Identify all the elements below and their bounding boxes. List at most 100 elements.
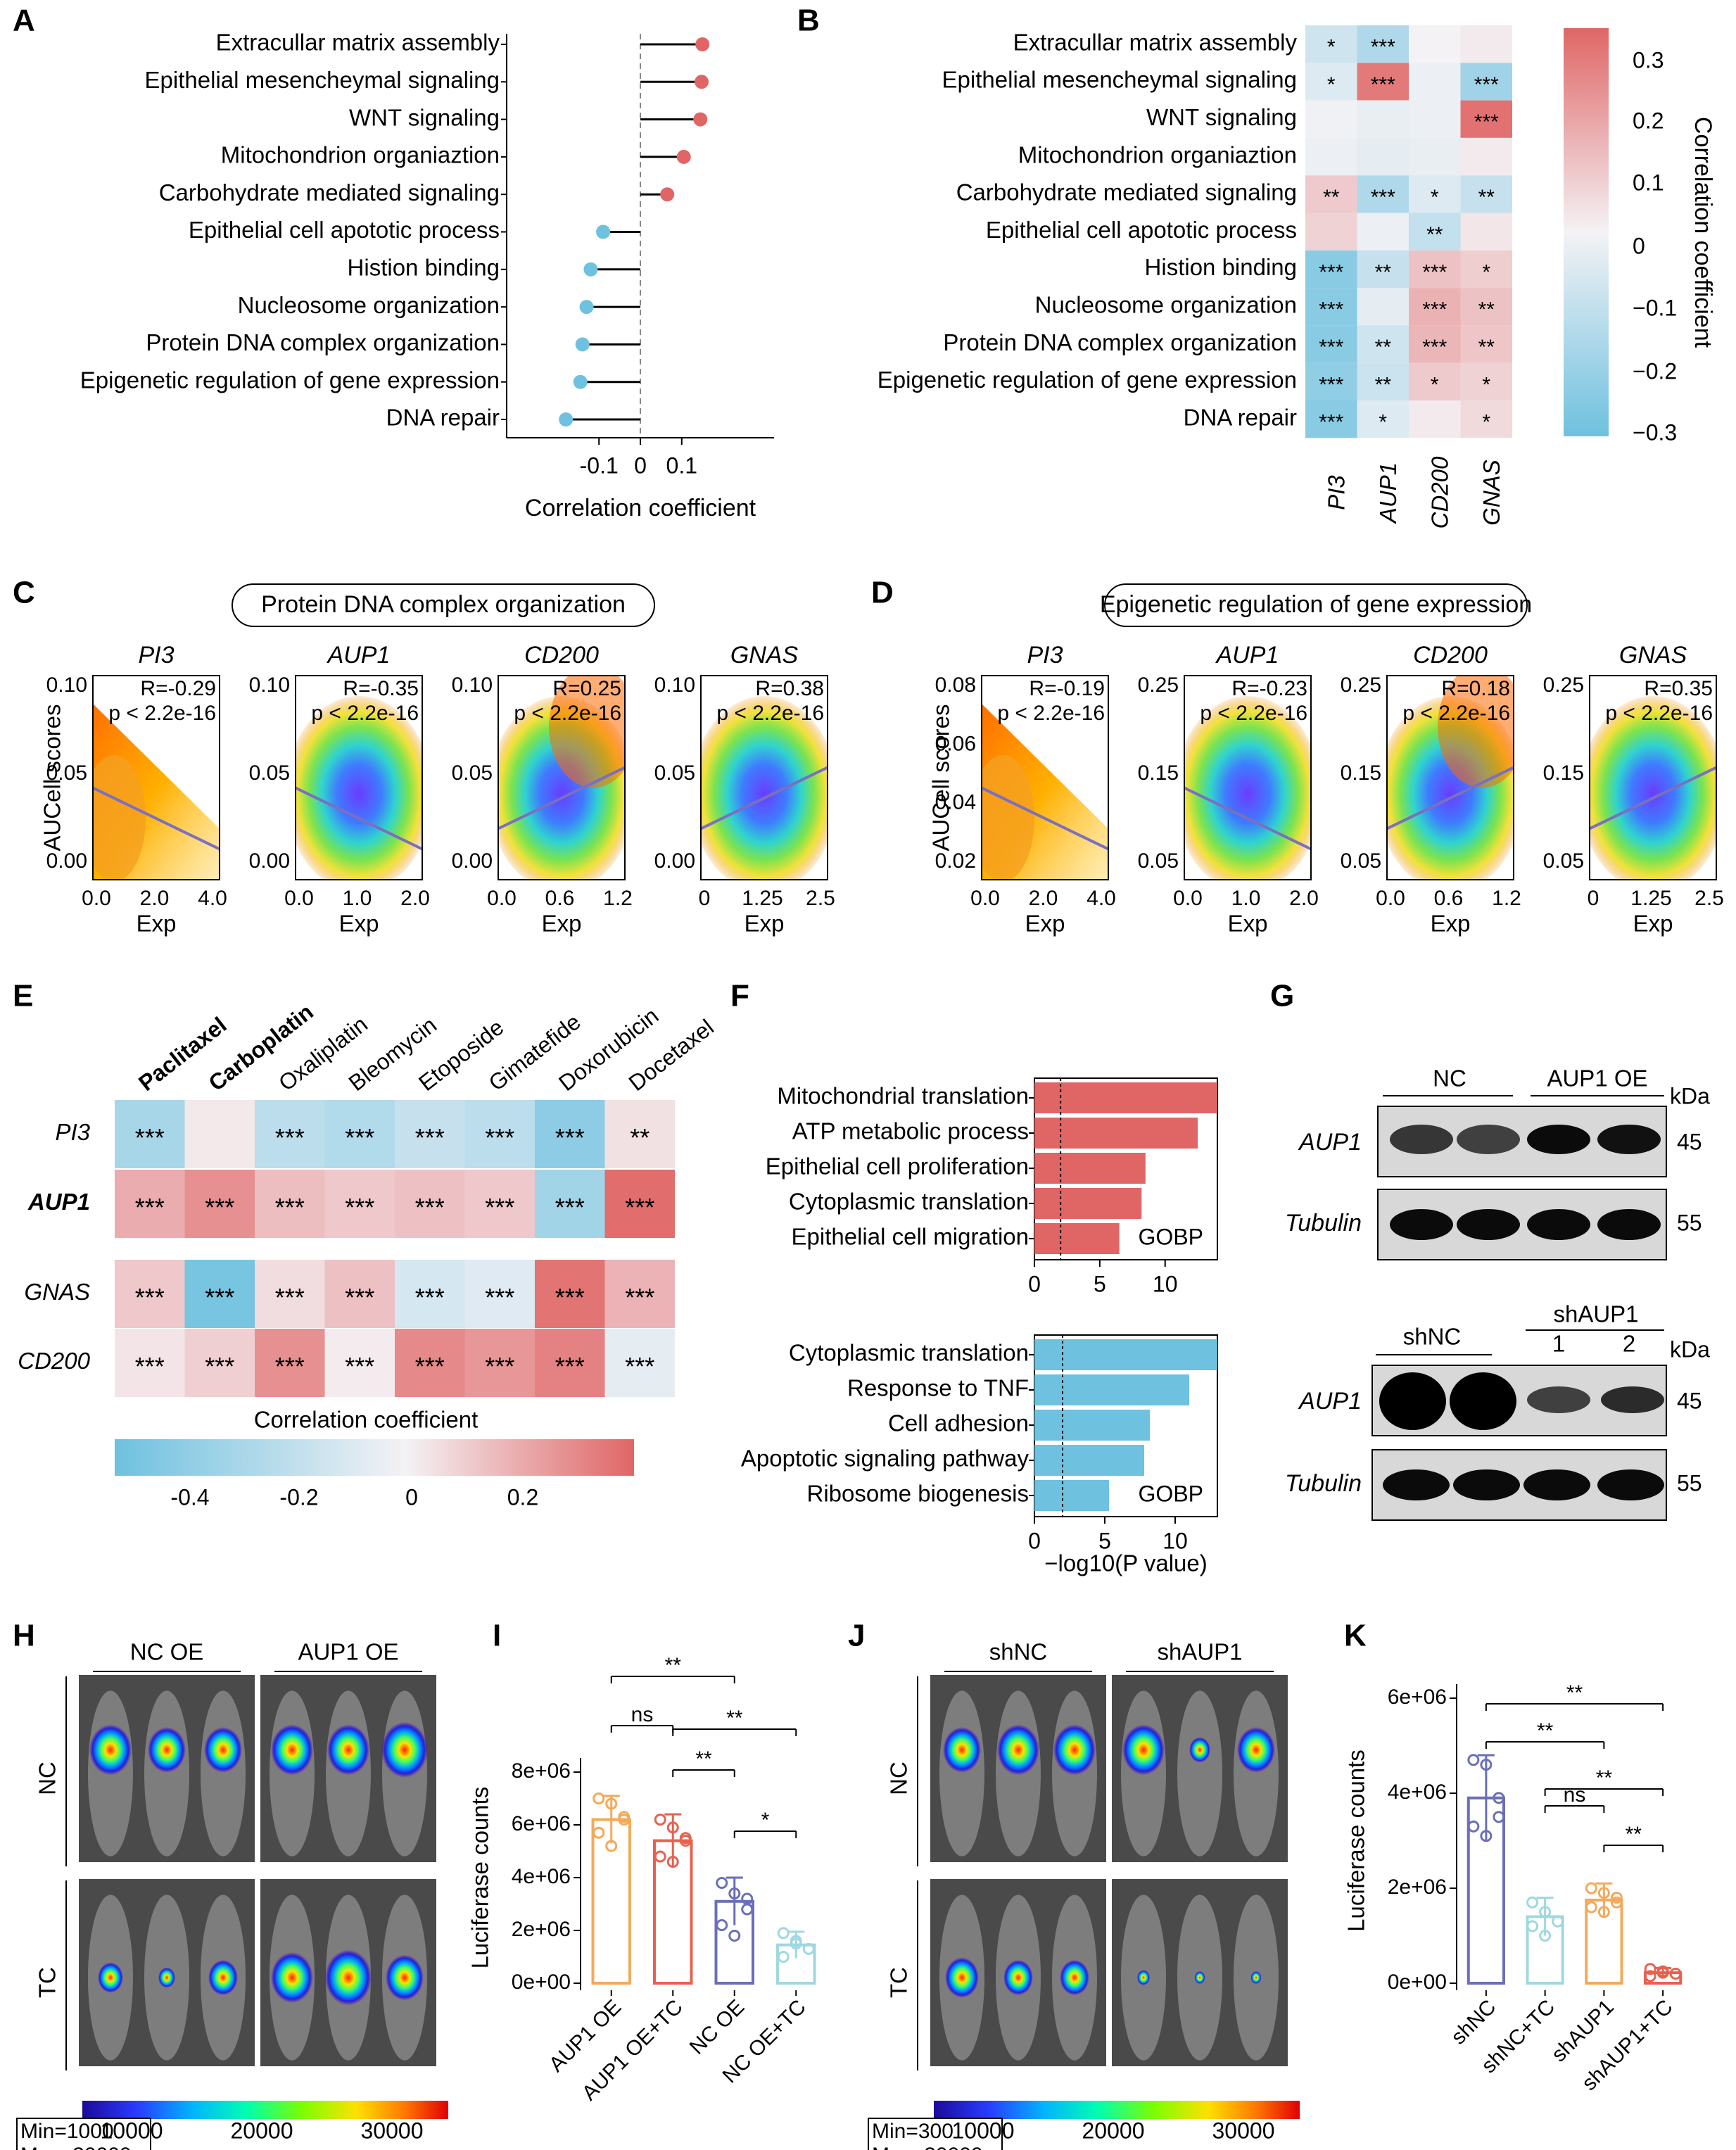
p-value: p < 2.2e-16 bbox=[1605, 702, 1713, 725]
gobp-tag: GOBP bbox=[1139, 1224, 1203, 1249]
heatmap-cell bbox=[604, 1100, 675, 1168]
heatmap-cell bbox=[395, 1329, 465, 1397]
blot-band bbox=[1379, 1372, 1446, 1430]
group-label: NC bbox=[1433, 1065, 1466, 1092]
pathway-label: Histion binding bbox=[348, 255, 500, 281]
heatmap-cell bbox=[184, 1260, 255, 1328]
panel-label-C: C bbox=[13, 576, 35, 610]
r-value: R=0.18 bbox=[1441, 677, 1510, 700]
heatmap-cell bbox=[535, 1100, 605, 1168]
scale-tick: 30000 bbox=[1212, 2118, 1275, 2143]
panel-label-E: E bbox=[13, 979, 33, 1013]
min-max-box bbox=[16, 2118, 151, 2150]
gene-label: PI3 bbox=[1323, 475, 1349, 510]
heatmap-cell bbox=[184, 1100, 255, 1168]
x-tick-label: 0 bbox=[1588, 887, 1599, 910]
go-term-label: Epithelial cell proliferation bbox=[766, 1153, 1029, 1180]
heatmap-cell bbox=[1357, 63, 1409, 101]
blot-row-label: Tubulin bbox=[1285, 1210, 1362, 1237]
gene-label: PI3 bbox=[55, 1119, 90, 1145]
y-tick-label: 0.25 bbox=[1341, 674, 1381, 697]
blot-band bbox=[1601, 1386, 1664, 1413]
regression-line bbox=[701, 766, 828, 830]
data-point bbox=[716, 1877, 728, 1889]
x-axis-label: Exp bbox=[542, 911, 582, 937]
lollipop-point bbox=[695, 75, 709, 89]
x-tick-label: 0 bbox=[634, 453, 647, 478]
lollipop-point bbox=[579, 300, 594, 315]
pathway-label: Carbohydrate mediated signaling bbox=[956, 179, 1297, 205]
significance-stars: ** bbox=[1375, 336, 1392, 359]
significance-stars: *** bbox=[345, 1193, 374, 1222]
pathway-label: Epithelial cell apototic process bbox=[986, 217, 1297, 243]
data-point bbox=[1669, 1968, 1682, 1980]
heatmap-cell bbox=[1357, 25, 1409, 63]
pathway-label: Carbohydrate mediated signaling bbox=[159, 179, 500, 205]
scatter-plot-PI3: R=-0.19p < 2.2e-16 PI3 0.08 0.06 0.04 0.02 0.0… bbox=[935, 642, 1116, 937]
go-term-label: Response to TNF bbox=[847, 1375, 1029, 1401]
p-value: p < 2.2e-16 bbox=[1402, 702, 1510, 725]
y-tick-label: 0.10 bbox=[654, 674, 695, 697]
blot-band bbox=[1527, 1209, 1590, 1240]
go-term-label: Cell adhesion bbox=[888, 1410, 1029, 1436]
significance-stars: *** bbox=[415, 1352, 445, 1381]
significance-stars: ** bbox=[1375, 260, 1392, 284]
lane-label: 1 bbox=[1552, 1331, 1565, 1357]
x-axis-label: Exp bbox=[1431, 911, 1471, 937]
pathway-label: Epithelial mesencheymal signaling bbox=[942, 67, 1297, 93]
gene-title: GNAS bbox=[1619, 642, 1687, 669]
colorbar-tick: 0.3 bbox=[1633, 47, 1664, 72]
heatmap-cell bbox=[1409, 100, 1461, 138]
plot-frame bbox=[1386, 675, 1514, 880]
x-tick-label: 4.0 bbox=[1086, 887, 1116, 910]
significance-stars: *** bbox=[275, 1123, 305, 1152]
significance-stars: *** bbox=[415, 1193, 445, 1222]
x-axis-label: Exp bbox=[745, 911, 785, 937]
data-point bbox=[716, 1919, 728, 1931]
point-cloud bbox=[1438, 676, 1514, 788]
data-point bbox=[1467, 1754, 1480, 1766]
point-cloud bbox=[701, 696, 828, 880]
x-tick-label: 1.0 bbox=[1231, 887, 1261, 910]
point-cloud bbox=[1590, 696, 1716, 880]
significance-stars: *** bbox=[485, 1283, 514, 1312]
significance-label: * bbox=[761, 1809, 770, 1832]
colorbar-tick: -0.2 bbox=[279, 1484, 318, 1510]
heatmap-cell bbox=[535, 1329, 605, 1397]
x-tick-label: 5 bbox=[1098, 1528, 1111, 1553]
group-label: shAUP1 bbox=[1157, 1639, 1242, 1665]
blot-band bbox=[1457, 1125, 1520, 1154]
x-tick-label: 0.0 bbox=[487, 887, 517, 910]
luminescence-signal bbox=[1137, 1970, 1150, 1985]
blot-band bbox=[1379, 1372, 1446, 1430]
significance-label: ** bbox=[1566, 1681, 1583, 1705]
x-tick-label: 0 bbox=[1028, 1528, 1041, 1553]
y-tick-label: 0.02 bbox=[935, 849, 976, 873]
heatmap-cell bbox=[1460, 362, 1512, 400]
blot-band bbox=[1383, 1469, 1450, 1500]
heatmap-cell bbox=[1357, 213, 1409, 251]
significance-stars: * bbox=[1327, 73, 1336, 96]
x-tick-label: 2.0 bbox=[1289, 887, 1319, 910]
mouse-silhouette bbox=[939, 1690, 984, 1857]
panel-label-D: D bbox=[871, 576, 894, 610]
r-value: R=-0.35 bbox=[343, 677, 419, 700]
colorbar-tick: 0.2 bbox=[507, 1484, 538, 1510]
point-cloud bbox=[982, 676, 1108, 880]
heatmap-cell bbox=[1460, 288, 1512, 326]
data-point bbox=[1480, 1830, 1493, 1842]
y-tick-label: 2e+06 bbox=[512, 1918, 571, 1941]
data-point bbox=[1493, 1811, 1505, 1823]
heatmap-cell bbox=[1305, 63, 1357, 101]
heatmap-cell bbox=[115, 1329, 185, 1397]
significance-stars: *** bbox=[415, 1123, 445, 1152]
scale-min: Min=1000 bbox=[20, 2120, 114, 2143]
blot-band bbox=[1457, 1125, 1520, 1154]
r-value: R=-0.23 bbox=[1231, 677, 1307, 700]
significance-stars: *** bbox=[625, 1193, 654, 1222]
x-tick-label: 0.0 bbox=[1173, 887, 1203, 910]
luminescence-signal bbox=[386, 1954, 424, 2001]
significance-stars: *** bbox=[1319, 336, 1343, 359]
scatter-plot-CD200: R=0.25p < 2.2e-16 CD200 0.10 0.05 0.00 0.0 0.6… bbox=[452, 642, 633, 937]
